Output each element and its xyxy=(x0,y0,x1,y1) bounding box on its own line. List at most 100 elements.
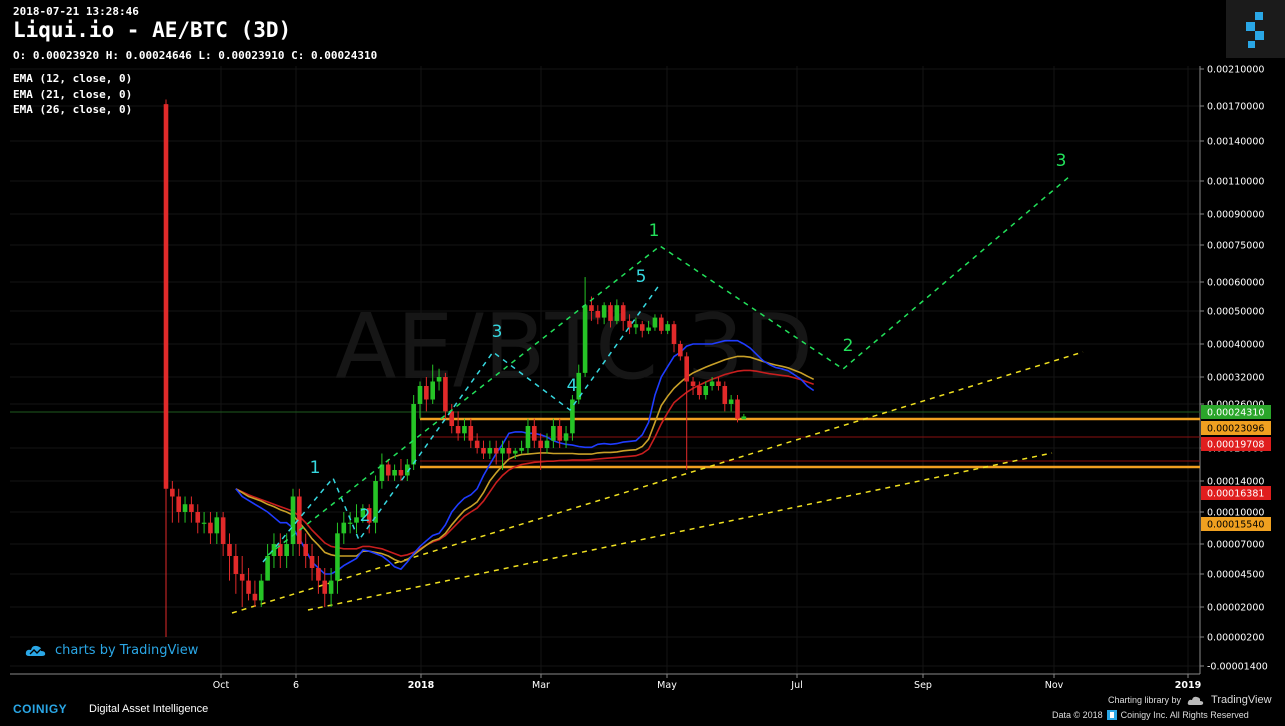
candle-body[interactable] xyxy=(570,399,575,434)
candle-body[interactable] xyxy=(671,324,677,344)
candle-body[interactable] xyxy=(608,305,613,321)
candle-body[interactable] xyxy=(271,544,277,556)
candle-body[interactable] xyxy=(373,481,378,523)
candle-body[interactable] xyxy=(500,448,505,454)
candle-body[interactable] xyxy=(506,448,512,454)
candle-body[interactable] xyxy=(430,381,435,400)
candle-body[interactable] xyxy=(519,448,524,451)
candle-body[interactable] xyxy=(405,464,410,476)
candle-body[interactable] xyxy=(493,448,499,454)
candle-body[interactable] xyxy=(614,305,620,321)
candle-body[interactable] xyxy=(214,517,220,534)
trendline[interactable] xyxy=(231,351,1084,614)
price-tag-badge[interactable] xyxy=(1201,405,1271,419)
ema-12-line[interactable] xyxy=(235,339,815,575)
candle-body[interactable] xyxy=(258,580,264,601)
candle-body[interactable] xyxy=(481,448,486,454)
candle-body[interactable] xyxy=(246,580,251,594)
candle-body[interactable] xyxy=(322,580,328,594)
candle-body[interactable] xyxy=(354,517,359,523)
candle-body[interactable] xyxy=(239,574,245,581)
candle-body[interactable] xyxy=(201,522,207,524)
candle-body[interactable] xyxy=(309,556,315,568)
candle-body[interactable] xyxy=(582,305,588,373)
candle-body[interactable] xyxy=(284,544,289,556)
candle-body[interactable] xyxy=(163,104,169,489)
candle-body[interactable] xyxy=(335,533,340,581)
candle-body[interactable] xyxy=(347,522,353,524)
candle-body[interactable] xyxy=(728,399,734,405)
indicator-ema-12[interactable]: EMA (12, close, 0) xyxy=(13,72,133,85)
candle-body[interactable] xyxy=(455,426,461,434)
candle-body[interactable] xyxy=(379,464,385,482)
candle-body[interactable] xyxy=(189,504,194,512)
candle-body[interactable] xyxy=(620,305,626,321)
candle-body[interactable] xyxy=(468,426,474,441)
ema-26-line[interactable] xyxy=(235,369,814,557)
indicator-ema-21[interactable]: EMA (21, close, 0) xyxy=(13,87,133,101)
ema-21-line[interactable] xyxy=(235,355,815,563)
candle-body[interactable] xyxy=(303,544,308,556)
candle-body[interactable] xyxy=(551,426,556,441)
candle-body[interactable] xyxy=(601,305,607,318)
candle-body[interactable] xyxy=(411,404,416,465)
candle-body[interactable] xyxy=(443,377,448,412)
candle-body[interactable] xyxy=(297,496,302,545)
candle-body[interactable] xyxy=(360,508,366,518)
candle-body[interactable] xyxy=(474,440,480,448)
candle-body[interactable] xyxy=(589,305,594,311)
candle-body[interactable] xyxy=(449,411,455,426)
candle-body[interactable] xyxy=(398,470,404,476)
candle-body[interactable] xyxy=(385,464,391,476)
trendline[interactable] xyxy=(307,452,1053,611)
candle-body[interactable] xyxy=(703,386,709,395)
candle-body[interactable] xyxy=(538,440,543,448)
candle-body[interactable] xyxy=(557,426,562,441)
candle-body[interactable] xyxy=(417,386,423,404)
candle-body[interactable] xyxy=(639,324,645,331)
candle-body[interactable] xyxy=(659,317,664,331)
candle-body[interactable] xyxy=(195,512,201,523)
candle-body[interactable] xyxy=(512,450,518,454)
candle-body[interactable] xyxy=(265,556,270,581)
indicator-ema-26[interactable]: EMA (26, close, 0) xyxy=(13,103,133,116)
candle-body[interactable] xyxy=(366,508,372,523)
candle-body[interactable] xyxy=(176,496,181,513)
candle-body[interactable] xyxy=(646,327,651,331)
price-tag-badge[interactable] xyxy=(1201,421,1271,435)
candle-body[interactable] xyxy=(595,311,601,318)
candle-body[interactable] xyxy=(462,426,467,434)
candle-body[interactable] xyxy=(716,381,721,387)
candle-body[interactable] xyxy=(697,386,702,395)
candle-body[interactable] xyxy=(684,356,689,382)
price-tag-badge[interactable] xyxy=(1201,517,1271,531)
candle-body[interactable] xyxy=(563,433,569,441)
elliott-wave-small[interactable] xyxy=(262,283,661,563)
candle-body[interactable] xyxy=(316,568,321,581)
price-tag-badge[interactable] xyxy=(1201,486,1271,500)
candle-body[interactable] xyxy=(436,377,442,382)
candle-body[interactable] xyxy=(220,517,226,544)
candle-body[interactable] xyxy=(170,488,175,497)
candle-body[interactable] xyxy=(690,381,696,387)
candle-body[interactable] xyxy=(182,504,188,512)
candle-body[interactable] xyxy=(392,470,397,476)
price-tag-badge[interactable] xyxy=(1201,437,1271,451)
candle-body[interactable] xyxy=(487,448,493,454)
candle-body[interactable] xyxy=(652,317,658,328)
candle-body[interactable] xyxy=(328,580,334,594)
candle-body[interactable] xyxy=(208,522,213,534)
candle-body[interactable] xyxy=(233,556,239,574)
candle-body[interactable] xyxy=(341,522,347,534)
candle-body[interactable] xyxy=(544,440,550,448)
candle-body[interactable] xyxy=(665,324,670,331)
candle-body[interactable] xyxy=(227,544,232,556)
candle-body[interactable] xyxy=(709,381,715,387)
candle-body[interactable] xyxy=(633,324,639,328)
candle-body[interactable] xyxy=(576,372,582,400)
tradingview-badge[interactable]: charts by TradingView xyxy=(25,643,198,658)
candle-body[interactable] xyxy=(678,344,683,357)
candle-body[interactable] xyxy=(722,386,728,404)
candle-body[interactable] xyxy=(290,496,296,545)
